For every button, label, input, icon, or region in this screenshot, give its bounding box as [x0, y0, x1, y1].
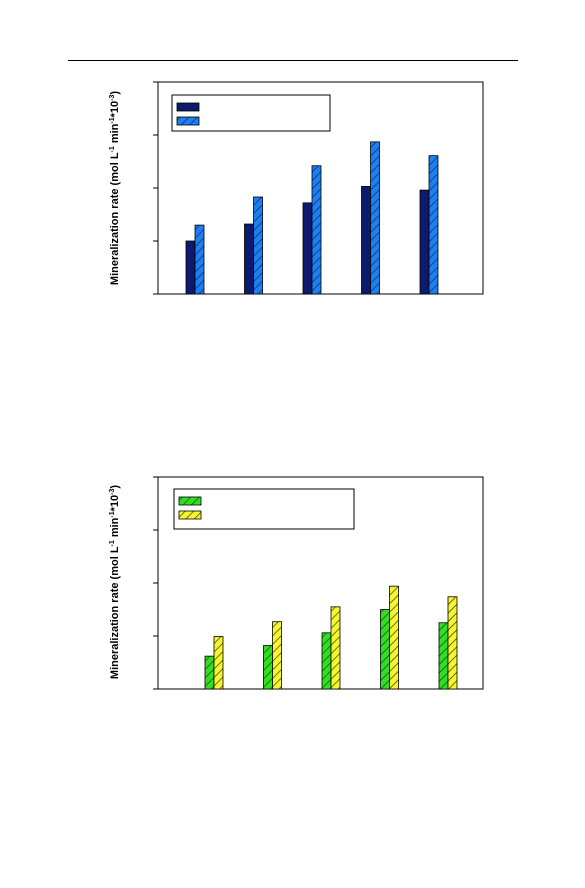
legend-box — [173, 488, 355, 530]
bar-series1-4 — [380, 609, 390, 690]
bar-series2-3 — [311, 165, 322, 295]
bar-series2-2 — [272, 621, 282, 690]
bar-series2-5 — [428, 155, 439, 295]
legend-swatch-2 — [178, 510, 202, 520]
y-axis-label: Mineralization rate (mol L-1 min-1*10-3) — [109, 485, 121, 680]
header-rule — [68, 60, 518, 61]
bar-series1-3 — [321, 632, 332, 690]
chart-1: Mineralization rate (mol L-1 min-1*10-3) — [109, 81, 484, 295]
chart-2: Mineralization rate (mol L-1 min-1*10-3) — [109, 476, 484, 690]
legend-swatch-1 — [178, 496, 202, 506]
bar-series2-4 — [389, 585, 399, 690]
legend-box — [171, 94, 331, 132]
bar-series1-5 — [438, 622, 449, 690]
bar-series2-2 — [253, 196, 263, 295]
y-axis-label: Mineralization rate (mol L-1 min-1*10-3) — [109, 91, 121, 286]
bar-series1-4 — [361, 186, 371, 295]
bar-series1-5 — [419, 189, 430, 295]
bar-series1-3 — [302, 202, 313, 295]
bar-series1-1 — [185, 240, 196, 295]
legend-swatch-2 — [176, 116, 200, 126]
bar-series2-4 — [370, 141, 380, 295]
bar-series1-2 — [263, 645, 273, 690]
bar-series2-1 — [213, 636, 224, 690]
bar-series1-1 — [204, 655, 215, 690]
bar-series1-2 — [244, 223, 254, 295]
bar-series2-3 — [330, 606, 341, 690]
legend-swatch-1 — [176, 102, 200, 112]
bar-series2-5 — [447, 596, 458, 690]
bar-series2-1 — [194, 224, 205, 295]
